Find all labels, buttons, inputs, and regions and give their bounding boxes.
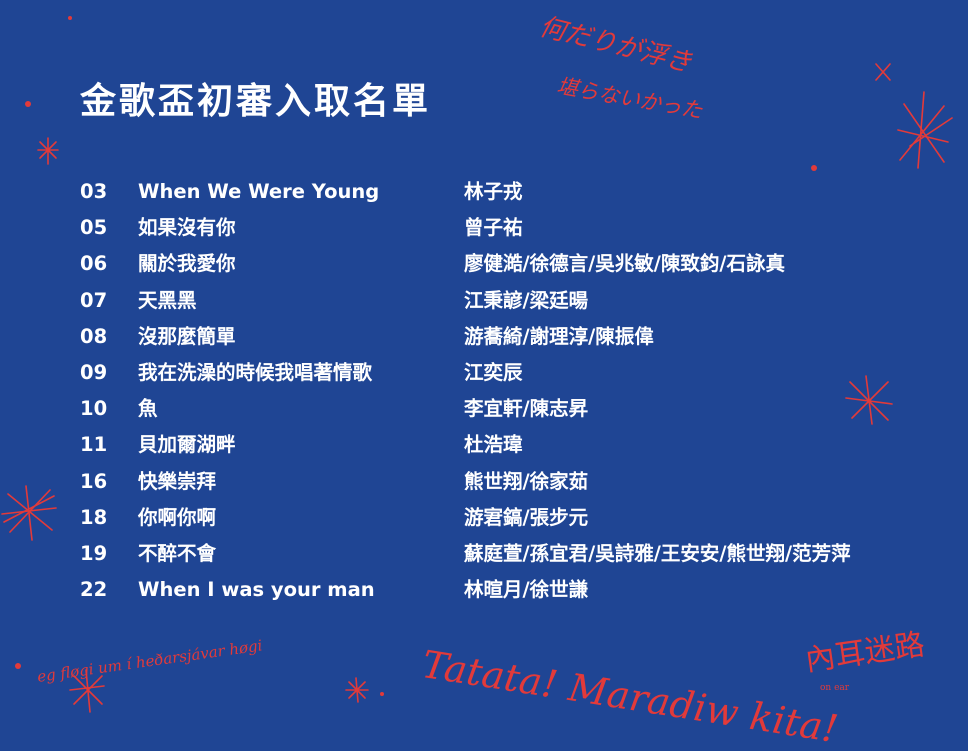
singer-names: 熊世翔/徐家茹 bbox=[464, 469, 589, 493]
dot-icon bbox=[68, 16, 72, 20]
dot-icon bbox=[380, 692, 384, 696]
star-icon bbox=[345, 677, 369, 703]
list-item: 08 沒那麼簡單 游蕎綺/謝理淳/陳振偉 bbox=[80, 319, 930, 355]
song-title: 我在洗澡的時候我唱著情歌 bbox=[138, 360, 373, 384]
entry-number: 05 bbox=[80, 216, 108, 240]
list-item: 09 我在洗澡的時候我唱著情歌 江奕辰 bbox=[80, 355, 930, 391]
dot-icon bbox=[15, 663, 21, 669]
singer-names: 林暄月/徐世謙 bbox=[464, 578, 589, 602]
song-title: 關於我愛你 bbox=[138, 252, 236, 276]
song-title: When I was your man bbox=[138, 578, 375, 602]
list-item: 22 When I was your man 林暄月/徐世謙 bbox=[80, 572, 930, 608]
entry-number: 08 bbox=[80, 324, 108, 348]
singer-names: 李宜軒/陳志昇 bbox=[464, 397, 589, 421]
entry-number: 06 bbox=[80, 252, 108, 276]
singer-names: 曾子祐 bbox=[464, 216, 523, 240]
star-icon bbox=[897, 91, 953, 169]
list-item: 10 魚 李宜軒/陳志昇 bbox=[80, 391, 930, 427]
faroese-scribble: eg fløgi um í heðarsjávar høgi bbox=[36, 636, 264, 686]
entry-number: 16 bbox=[80, 469, 108, 493]
singer-names: 杜浩瑋 bbox=[464, 433, 523, 457]
entry-number: 09 bbox=[80, 360, 108, 384]
star-icon bbox=[875, 63, 891, 81]
entry-number: 11 bbox=[80, 433, 108, 457]
song-title: 快樂崇拜 bbox=[138, 469, 217, 493]
inner-ear-scribble: 內耳迷路 bbox=[803, 627, 927, 679]
entry-number: 07 bbox=[80, 288, 108, 312]
list-item: 11 貝加爾湖畔 杜浩瑋 bbox=[80, 427, 930, 463]
song-title: 如果沒有你 bbox=[138, 216, 236, 240]
star-icon bbox=[37, 137, 59, 165]
singer-names: 江奕辰 bbox=[464, 360, 523, 384]
dot-icon bbox=[25, 101, 31, 107]
entry-list: 03 When We Were Young 林子戎 05 如果沒有你 曾子祐 0… bbox=[80, 174, 930, 608]
singer-names: 游宭鎬/張步元 bbox=[464, 505, 589, 529]
entry-number: 22 bbox=[80, 578, 108, 602]
entry-number: 19 bbox=[80, 541, 108, 565]
list-item: 05 如果沒有你 曾子祐 bbox=[80, 210, 930, 246]
song-title: 魚 bbox=[138, 397, 158, 421]
song-title: When We Were Young bbox=[138, 180, 380, 203]
tatata-scribble: Tatata! Maradiw kita! bbox=[419, 642, 841, 751]
entry-number: 10 bbox=[80, 397, 108, 421]
list-item: 18 你啊你啊 游宭鎬/張步元 bbox=[80, 500, 930, 536]
song-title: 沒那麼簡單 bbox=[138, 324, 236, 348]
list-item: 06 關於我愛你 廖健澔/徐德言/吳兆敏/陳致鈞/石詠真 bbox=[80, 246, 930, 282]
singer-names: 林子戎 bbox=[464, 180, 523, 203]
page-title: 金歌盃初審入取名單 bbox=[80, 81, 432, 122]
entry-number: 18 bbox=[80, 505, 108, 529]
singer-names: 廖健澔/徐德言/吳兆敏/陳致鈞/石詠真 bbox=[464, 252, 785, 276]
dot-icon bbox=[811, 165, 817, 171]
japanese-scribble-line1: 何だりが浮き bbox=[536, 11, 695, 79]
list-item: 07 天黑黑 江秉諺/梁廷暘 bbox=[80, 283, 930, 319]
list-item: 19 不醉不會 蘇庭萱/孫宜君/吳詩雅/王安安/熊世翔/范芳萍 bbox=[80, 536, 930, 572]
song-title: 你啊你啊 bbox=[138, 505, 217, 529]
entry-number: 03 bbox=[80, 180, 108, 203]
song-title: 貝加爾湖畔 bbox=[138, 433, 236, 457]
singer-names: 蘇庭萱/孫宜君/吳詩雅/王安安/熊世翔/范芳萍 bbox=[464, 541, 851, 565]
inner-ear-subtext: on ear bbox=[820, 683, 850, 693]
song-title: 天黑黑 bbox=[138, 288, 197, 312]
list-item: 16 快樂崇拜 熊世翔/徐家茹 bbox=[80, 464, 930, 500]
list-item: 03 When We Were Young 林子戎 bbox=[80, 174, 930, 210]
song-title: 不醉不會 bbox=[138, 541, 217, 565]
singer-names: 游蕎綺/謝理淳/陳振偉 bbox=[464, 324, 654, 348]
star-icon bbox=[1, 485, 57, 541]
singer-names: 江秉諺/梁廷暘 bbox=[464, 288, 589, 312]
